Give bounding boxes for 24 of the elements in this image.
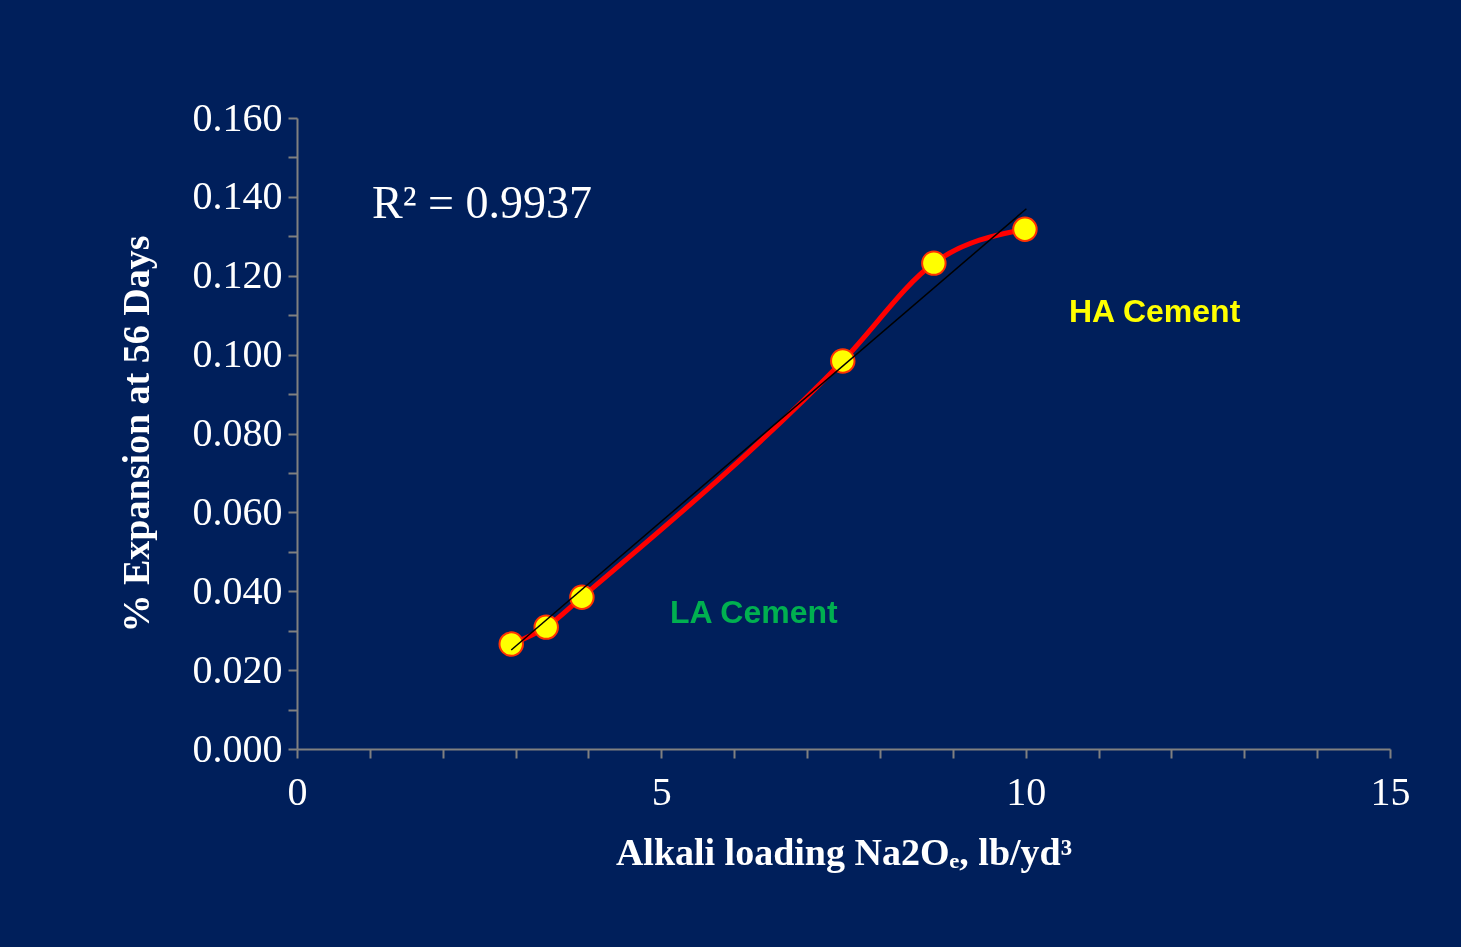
point	[830, 348, 856, 374]
point	[921, 250, 947, 276]
y-tick-label: 0.100	[192, 331, 283, 377]
x-axis-title: Alkali loading Na2Oₑ, lb/yd³	[615, 830, 1073, 873]
y-tick-label: 0.060	[192, 488, 283, 534]
y-tick-label: 0.000	[192, 725, 283, 771]
y-tick-label: 0.080	[192, 410, 283, 455]
y-axis-title: % Expansion at 56 Days	[114, 235, 157, 633]
y-tick-label: 0.120	[192, 252, 283, 298]
y-tick-label: 0.020	[192, 646, 283, 692]
x-tick-label: 5	[651, 768, 672, 814]
point	[533, 614, 559, 640]
annotation: R² = 0.9937	[372, 177, 592, 228]
point	[498, 631, 524, 657]
y-tick-label: 0.140	[192, 173, 283, 219]
annotation: LA Cement	[670, 594, 839, 630]
x-tick-label: 15	[1370, 768, 1411, 814]
point	[569, 584, 595, 610]
y-tick-label: 0.160	[192, 94, 283, 140]
x-tick-label: 10	[1006, 768, 1047, 814]
x-tick-label: 0	[287, 768, 308, 814]
annotation: HA Cement	[1069, 293, 1241, 329]
y-tick-label: 0.040	[192, 567, 283, 613]
point	[1012, 216, 1038, 242]
